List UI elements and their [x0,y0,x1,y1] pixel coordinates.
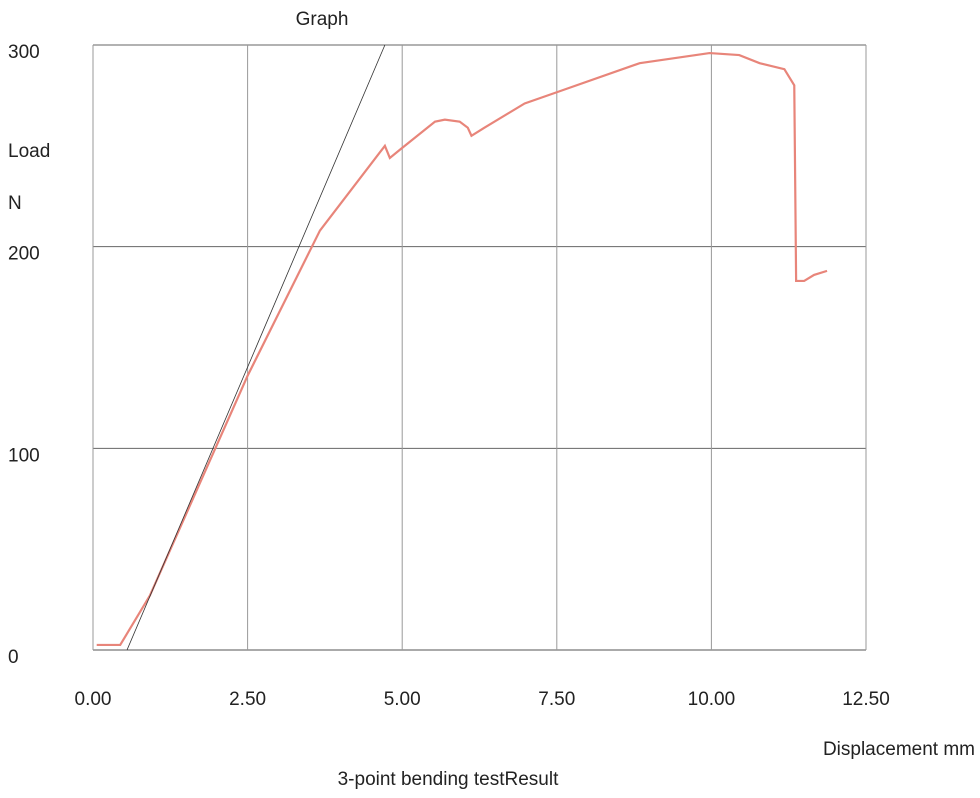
x-tick-label: 2.50 [229,689,266,710]
page: {"chart_data": {"type": "line", "title":… [0,0,980,798]
x-tick-label: 12.50 [842,689,890,710]
x-tick-label: 5.00 [384,689,421,710]
chart: Graph Load N Displacement mm 3-point ben… [0,0,980,798]
y-tick-label: 0 [8,647,19,668]
caption: 3-point bending testResult [338,769,559,790]
x-axis-label: Displacement mm [823,739,975,760]
y-tick-label: 200 [8,244,40,265]
x-tick-label: 7.50 [538,689,575,710]
chart-title: Graph [296,9,349,30]
data-line [97,53,827,645]
x-tick-label: 10.00 [688,689,736,710]
y-tick-label: 300 [8,42,40,63]
y-axis-unit: N [8,193,22,214]
y-axis-label: Load [8,141,50,162]
x-tick-label: 0.00 [75,689,112,710]
data-line [127,45,385,650]
y-tick-label: 100 [8,445,40,466]
